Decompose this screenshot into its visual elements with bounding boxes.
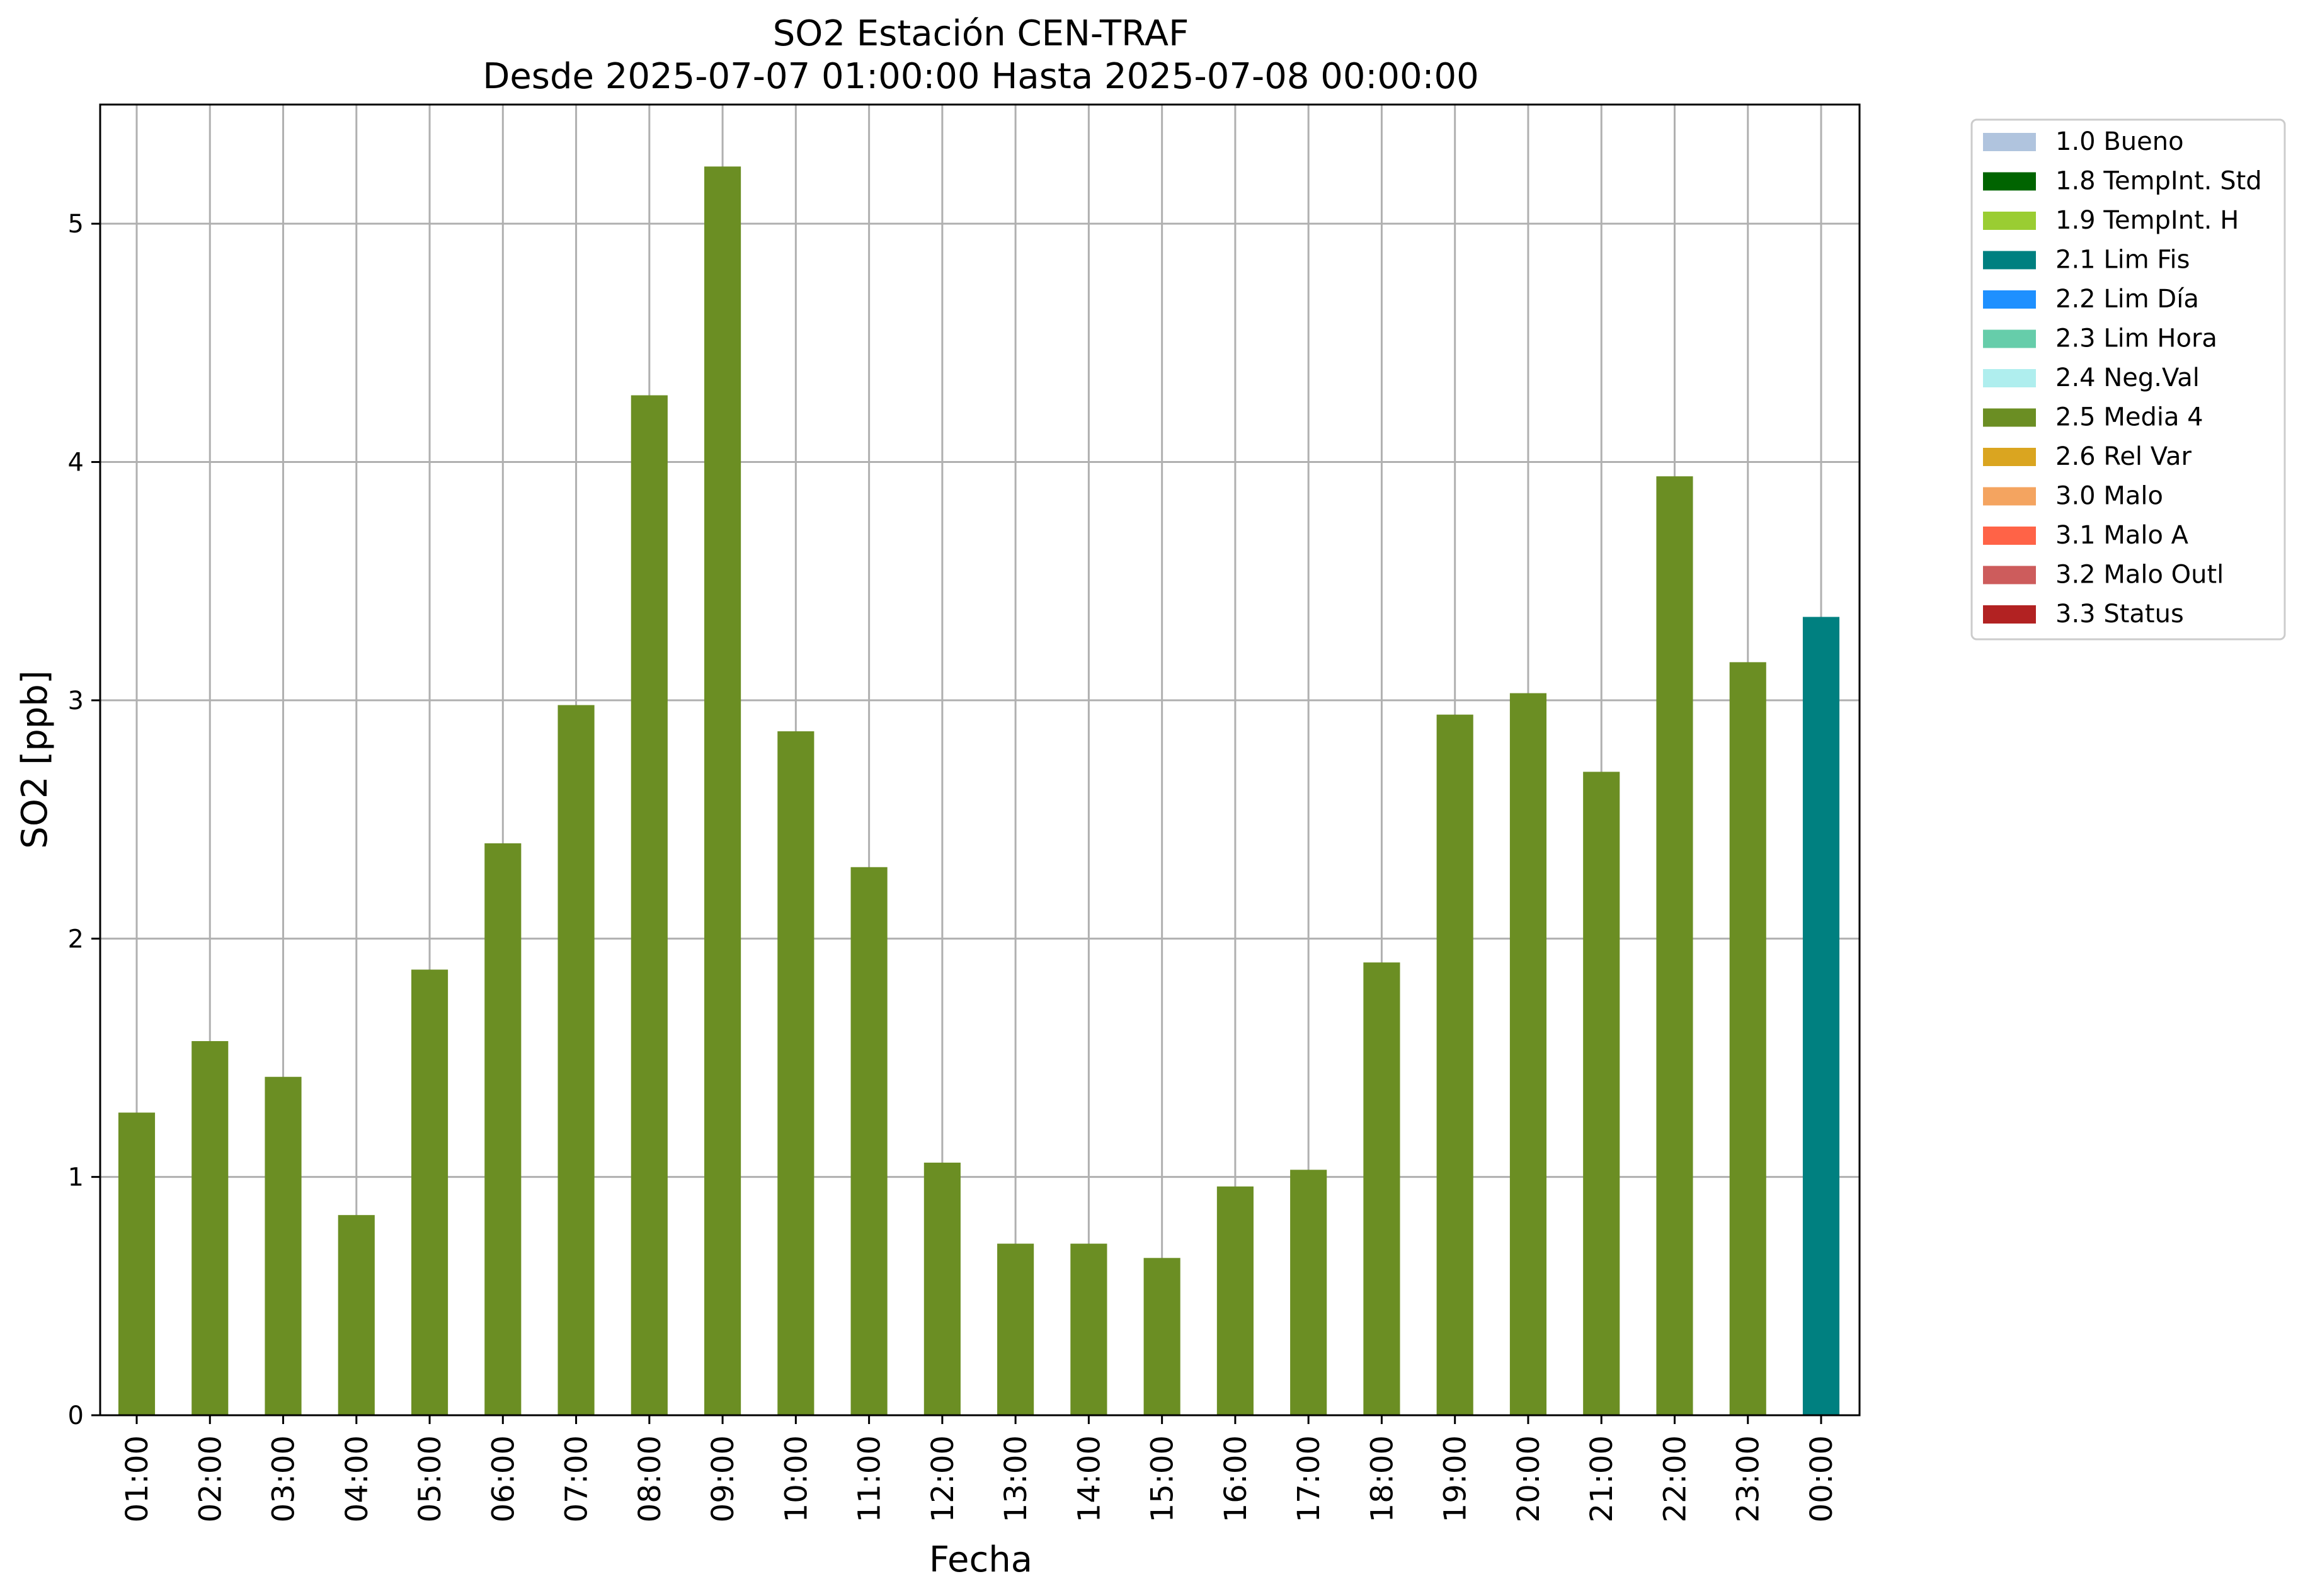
x-tick-label: 19:00 [1438,1435,1473,1522]
bar-1200 [923,1162,961,1415]
legend-swatch [1983,408,2036,427]
legend-label: 2.4 Neg.Val [2055,363,2200,392]
legend-label: 2.3 Lim Hora [2055,324,2217,353]
legend-swatch [1983,251,2036,270]
bar-1700 [1290,1170,1327,1415]
x-tick-label: 05:00 [413,1435,448,1522]
x-tick-label: 18:00 [1364,1435,1400,1522]
legend-label: 3.2 Malo Outl [2055,561,2224,590]
y-tick-label: 2 [68,925,84,954]
legend-frame [1970,118,2286,641]
x-tick-label: 13:00 [998,1435,1034,1522]
legend-swatch [1983,369,2036,387]
bar-1900 [1436,714,1473,1415]
y-tick-label: 0 [68,1401,84,1430]
axes-frame [99,103,1861,1416]
legend-label: 2.6 Rel Var [2055,442,2192,471]
bar-2300 [1729,662,1766,1415]
bar-0100 [118,1112,156,1415]
legend-swatch [1983,527,2036,545]
bar-0900 [704,166,741,1416]
legend-swatch [1983,605,2036,624]
legend-swatch [1983,329,2036,348]
legend-swatch [1983,566,2036,584]
y-tick-label: 5 [68,210,84,239]
x-gridlines [135,105,1822,1415]
x-tick-label: 10:00 [779,1435,814,1522]
legend-label: 2.1 Lim Fis [2055,246,2190,275]
x-tick-label: 09:00 [706,1435,741,1522]
bar-1000 [777,731,814,1415]
legend: 1.0 Bueno 1.8 TempInt. Std 1.9 TempInt. H 2… [1970,118,2286,641]
y-tick-label: 1 [68,1163,84,1192]
legend-swatch [1983,212,2036,230]
bar-0700 [557,705,595,1415]
x-tick-label: 07:00 [559,1435,595,1522]
x-tick-label: 22:00 [1657,1435,1693,1522]
legend-label: 1.0 Bueno [2055,127,2184,156]
x-tick-label: 14:00 [1071,1435,1107,1522]
bar-1100 [850,867,888,1415]
x-tick-label: 01:00 [120,1435,155,1522]
legend-swatch [1983,290,2036,309]
legend-swatch [1983,448,2036,466]
bar-0600 [484,843,522,1415]
bar-2200 [1656,476,1693,1415]
x-tick-label: 15:00 [1145,1435,1180,1522]
bar-1300 [997,1243,1034,1415]
bar-1800 [1363,962,1400,1415]
bar-0800 [631,395,668,1415]
legend-swatch [1983,133,2036,151]
legend-label: 3.3 Status [2055,600,2184,629]
x-tick-label: 23:00 [1731,1435,1766,1522]
y-axis-label: SO2 [ppb] [14,670,55,848]
x-tick-label: 08:00 [632,1435,668,1522]
x-tick-label: 04:00 [340,1435,375,1522]
bar-0200 [191,1040,229,1415]
x-tick-label: 02:00 [193,1435,228,1522]
y-axis-ticks: 0 1 2 3 4 5 [68,210,100,1430]
legend-label: 2.5 Media 4 [2055,403,2203,432]
chart-title: SO2 Estación CEN-TRAF [773,13,1189,54]
x-tick-label: 11:00 [852,1435,888,1522]
x-axis-ticks: 01:00 02:00 03:00 04:00 05:00 06:00 07:00 08:00… [120,1415,1839,1522]
bar-0300 [265,1076,302,1415]
legend-label: 1.9 TempInt. H [2055,206,2239,235]
bars [118,166,1840,1416]
bar-0000 [1802,617,1840,1415]
legend-label: 2.2 Lim Día [2055,285,2199,314]
legend-label: 3.1 Malo A [2055,521,2189,550]
chart-subtitle: Desde 2025-07-07 01:00:00 Hasta 2025-07-… [483,56,1479,97]
x-tick-label: 20:00 [1511,1435,1546,1522]
x-tick-label: 00:00 [1804,1435,1839,1522]
y-tick-label: 3 [68,687,84,715]
x-tick-label: 06:00 [486,1435,521,1522]
x-tick-label: 12:00 [925,1435,961,1522]
y-tick-label: 4 [68,448,84,477]
legend-label: 1.8 TempInt. Std [2055,167,2262,196]
x-tick-label: 17:00 [1291,1435,1327,1522]
bar-0500 [411,969,449,1415]
bar-2000 [1509,693,1547,1415]
x-axis-label: Fecha [929,1539,1032,1580]
bar-1600 [1216,1186,1254,1415]
bar-0400 [338,1215,375,1415]
bar-1400 [1070,1243,1107,1415]
x-tick-label: 21:00 [1584,1435,1620,1522]
bar-2100 [1583,772,1620,1415]
x-tick-label: 03:00 [266,1435,302,1522]
legend-swatch [1983,487,2036,506]
x-tick-label: 16:00 [1218,1435,1254,1522]
bar-1500 [1143,1258,1180,1415]
legend-swatch [1983,172,2036,191]
legend-label: 3.0 Malo [2055,482,2163,511]
